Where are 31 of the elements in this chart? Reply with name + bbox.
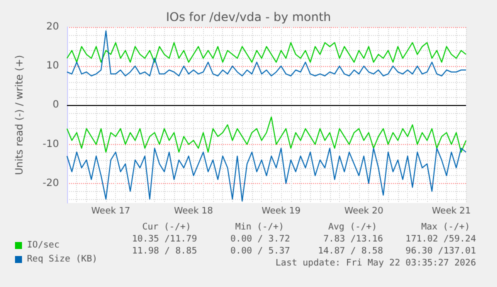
text: 96.30 /137.01 — [406, 246, 476, 256]
text: 171.02 /59.24 — [406, 234, 476, 244]
line-series — [66, 30, 466, 76]
legend-label: Req Size (KB) — [27, 254, 98, 264]
x-tick-label: Week 17 — [91, 206, 130, 216]
y-tick-label: -20 — [42, 178, 59, 189]
text: 0.00 / 3.72 — [230, 234, 290, 244]
line-series — [66, 42, 466, 63]
text: Max (-/+) — [421, 222, 470, 232]
text: Cur (-/+) — [142, 222, 191, 232]
line-series — [66, 148, 466, 202]
y-axis-title: Units read (-) / write (+) — [14, 54, 26, 176]
y-tick-label: 10 — [46, 60, 59, 72]
y-tick-label: 20 — [46, 22, 59, 32]
line-series — [66, 116, 466, 153]
x-tick-label: Week 18 — [174, 206, 214, 216]
text: Min (-/+) — [235, 222, 284, 232]
text: Avg (-/+) — [328, 222, 377, 232]
y-tick-label: 0 — [52, 100, 59, 111]
y-tick-label: -10 — [42, 138, 59, 150]
legend-label: IO/sec — [27, 240, 60, 250]
text: 11.98 / 8.85 — [132, 246, 197, 256]
x-tick-label: Week 20 — [344, 206, 384, 216]
text: 7.83 /13.16 — [323, 234, 383, 244]
chart-title: IOs for /dev/vda - by month — [166, 10, 332, 24]
x-tick-label: Week 21 — [432, 206, 471, 216]
x-tick-label: Week 19 — [262, 206, 301, 216]
text: 14.87 / 8.58 — [318, 246, 383, 256]
text: 10.35 /11.79 — [132, 234, 197, 244]
text: 0.00 / 5.37 — [230, 246, 290, 256]
text: Last update: Fri May 22 03:35:27 2026 — [276, 258, 476, 268]
